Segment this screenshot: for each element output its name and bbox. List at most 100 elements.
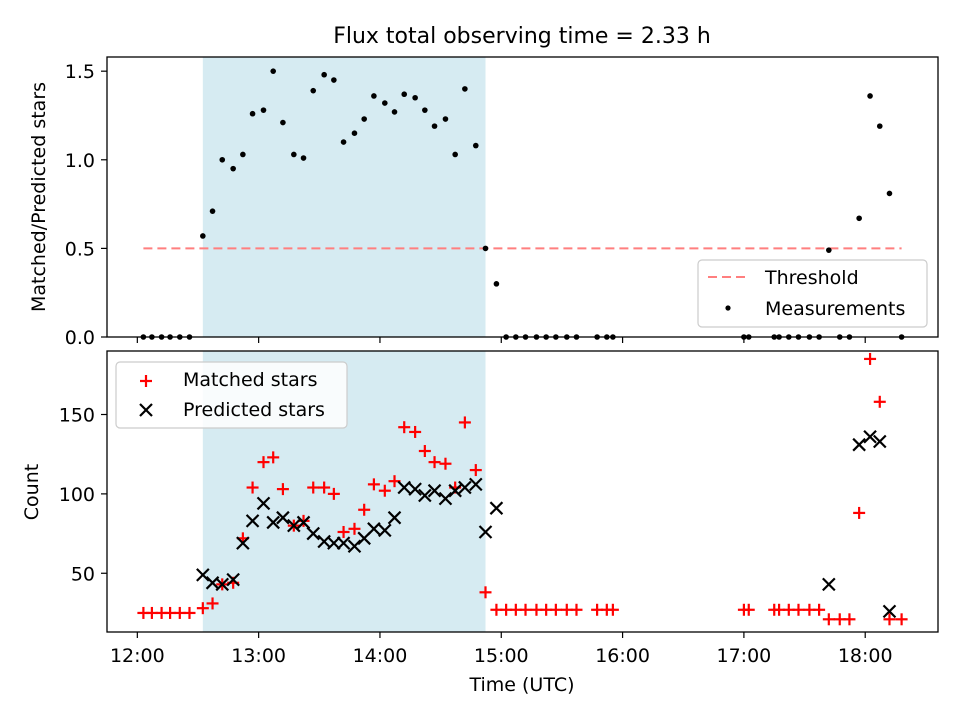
legend-matched-swatch [140,375,152,387]
measurement-point [240,151,246,158]
matched-star-point [196,602,209,615]
matched-star-point [206,597,219,610]
matched-star-point [348,522,361,535]
legend-measurement-label: Measurements [765,298,905,320]
matched-star-point [388,475,401,488]
measurement-point [462,86,468,92]
count-y-axis-label: Count [21,464,43,520]
matched-star-point [843,613,856,626]
matched-star-point [873,395,886,408]
measurement-point [361,116,367,122]
predicted-star-point [458,480,472,495]
ratio-shaded-span [202,57,486,337]
measurement-point [200,233,206,239]
measurement-point [230,165,236,172]
matched-star-point [469,464,482,477]
predicted-star-point [852,437,866,452]
predicted-star-point [347,539,362,554]
predicted-star-point [448,483,462,498]
count-legend: Matched stars Predicted stars [115,361,348,429]
measurement-point [270,68,277,74]
measurement-point [351,130,358,137]
matched-star-point [246,481,259,494]
predicted-star-point [418,488,432,503]
count-y-tick-label: 50 [71,563,95,585]
matched-star-point [479,586,492,599]
predicted-star-point [215,577,230,592]
predicted-star-point [387,510,402,525]
predicted-star-point [438,491,453,506]
ratio-y-tick-label: 1.5 [65,61,95,83]
count-y-ticks: 50 100 150 [59,405,107,585]
predicted-star-point [245,514,260,528]
predicted-star-point [489,501,504,515]
x-tick-label: 16:00 [595,645,650,667]
measurement-point [493,281,500,287]
matched-star-point [318,481,331,494]
predicted-star-point [336,536,351,550]
predicted-star-point [306,526,321,541]
predicted-star-point [236,536,250,550]
measurement-point [331,77,337,83]
matched-star-point [853,506,866,519]
matched-star-point [337,525,350,538]
matched-star-point [883,613,896,626]
x-axis-label: Time (UTC) [468,674,574,696]
legend-matched-label: Matched stars [183,369,317,391]
predicted-star-point [872,434,887,449]
predicted-star-point [327,536,341,550]
predicted-star-point [266,515,280,530]
measurement-point [826,247,832,253]
predicted-star-point [196,568,210,582]
x-tick-label: 17:00 [717,645,772,667]
matched-star-point [864,352,877,365]
measurement-point [371,93,377,99]
matched-star-point [792,603,805,616]
measurement-point [209,208,216,214]
predicted-star-point [397,480,411,495]
measurement-point [310,87,317,94]
legend-threshold-label: Threshold [764,267,859,289]
ratio-y-tick-label: 1.0 [65,150,95,172]
matched-star-point [822,613,835,626]
predicted-star-point [863,429,877,444]
predicted-star-point [287,518,301,533]
predicted-star-point [226,572,240,587]
x-tick-label: 15:00 [474,645,529,667]
predicted-star-point [478,525,493,539]
matched-star-point [895,613,908,626]
measurement-point [382,100,388,106]
ratio-panel: 0.0 0.5 1.0 1.5 Matched/Predicted stars Thr… [28,56,939,349]
measurement-point [886,190,893,197]
predicted-star-point [256,496,271,511]
matched-star-point [813,603,826,616]
matched-star-point [398,421,411,434]
matched-star-point [367,478,380,491]
measurement-point [867,93,873,99]
matched-star-point [257,456,270,469]
chart-title: Flux total observing time = 2.33 h [333,24,711,49]
measurement-point [412,94,418,101]
measurement-point [431,123,438,129]
measurement-point [442,116,449,122]
x-tick-label: 12:00 [110,645,165,667]
predicted-star-point [822,577,836,592]
measurement-point [401,91,408,98]
count-legend-box [115,361,348,429]
matched-star-point [549,603,562,616]
measurement-point [260,107,267,113]
matched-star-point [307,481,320,494]
matched-star-point [428,456,441,469]
matched-star-point [742,603,755,616]
matched-star-point [358,503,371,516]
ratio-axes-frame [106,56,939,338]
measurement-point [249,110,256,117]
ratio-y-ticks: 0.0 0.5 1.0 1.5 [65,61,107,349]
matched-star-point [409,425,422,438]
predicted-star-point [408,482,422,496]
ratio-y-tick-label: 0.5 [65,238,95,260]
measurement-point [321,71,327,78]
measurement-point [391,109,398,115]
ratio-y-tick-label: 0.0 [65,327,95,349]
ratio-y-axis-label: Matched/Predicted stars [28,82,50,312]
